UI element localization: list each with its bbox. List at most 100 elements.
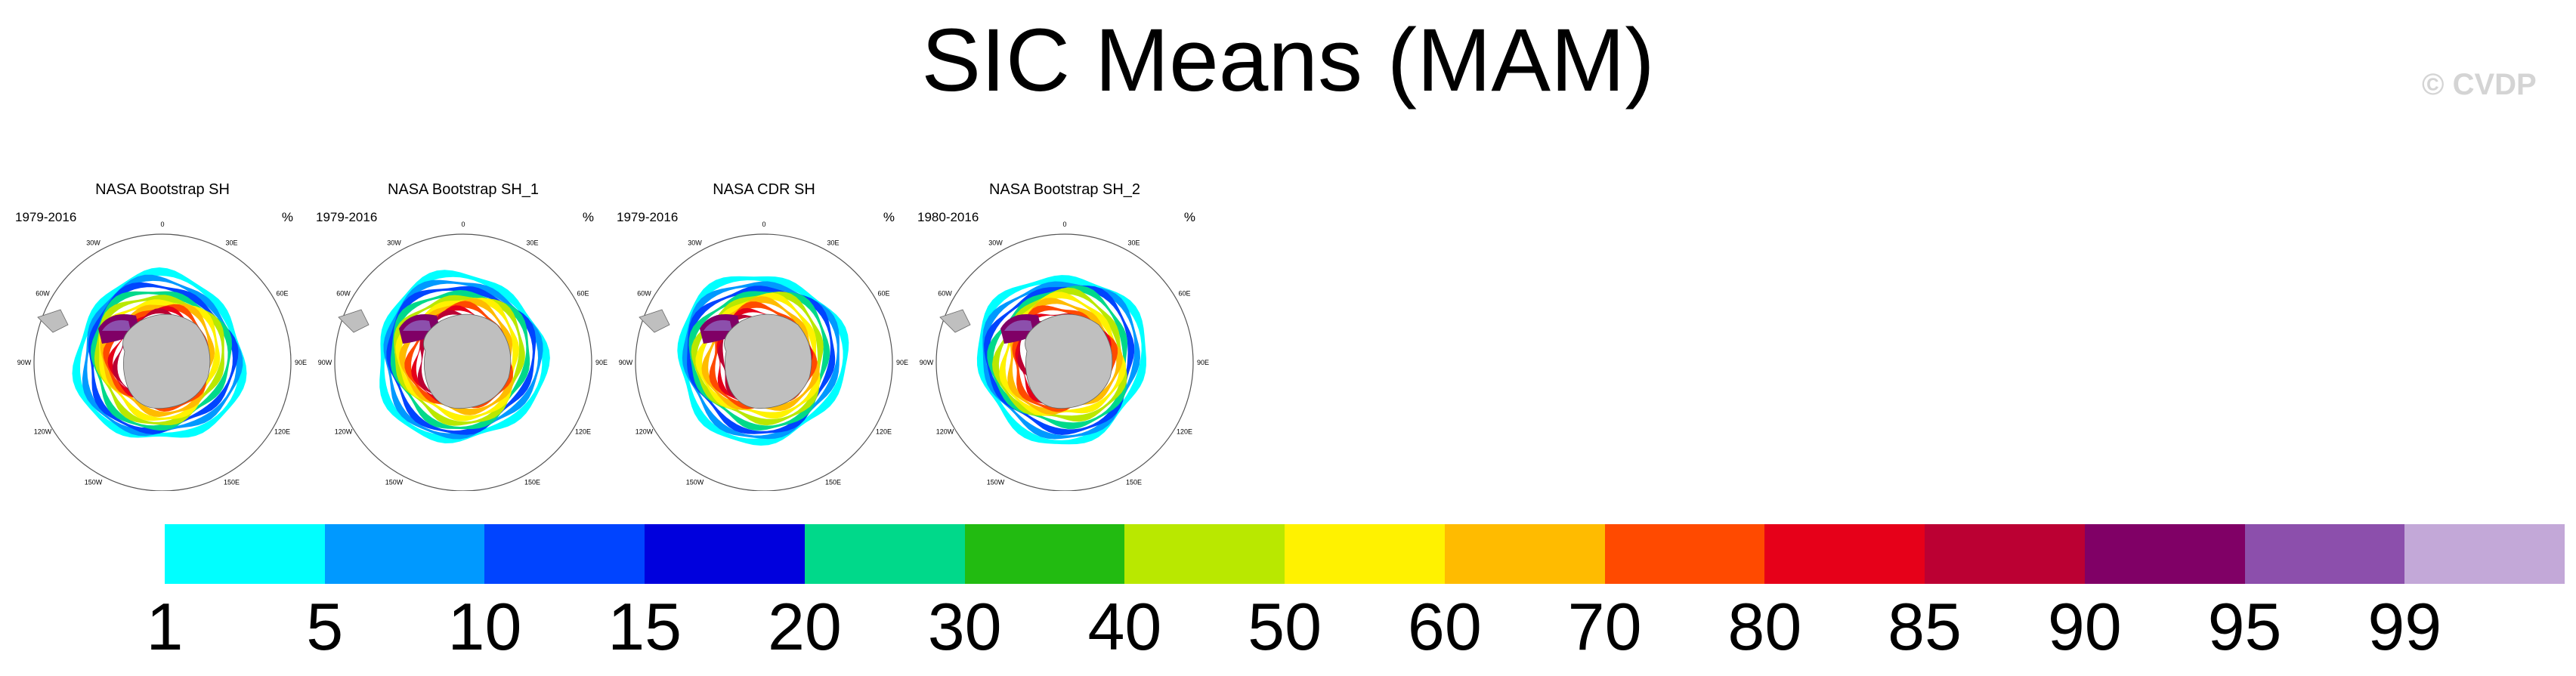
longitude-label: 90W xyxy=(17,359,32,366)
longitude-label: 150W xyxy=(686,479,704,486)
panel-title: NASA CDR SH xyxy=(713,181,815,198)
colorbar-box xyxy=(1444,524,1605,584)
panel-title: NASA Bootstrap SH xyxy=(95,181,230,198)
weddell-sea-ice-core xyxy=(704,319,732,331)
colorbar-box xyxy=(1764,524,1925,584)
colorbar-label: 90 xyxy=(2047,589,2122,664)
figure-title: SIC Means (MAM) xyxy=(921,11,1655,110)
longitude-label: 60E xyxy=(276,290,288,298)
longitude-label: 30E xyxy=(827,239,839,247)
colorbar-box xyxy=(1604,524,1765,584)
south-america-landmass xyxy=(639,309,670,333)
longitude-label: 120W xyxy=(335,428,353,436)
colorbar-label: 50 xyxy=(1248,589,1322,664)
longitude-label: 60E xyxy=(877,290,889,298)
panel-years: 1979-2016 xyxy=(316,210,378,224)
colorbar-label: 70 xyxy=(1567,589,1642,664)
south-america-landmass xyxy=(939,309,971,333)
longitude-label: 0 xyxy=(160,221,164,228)
longitude-label: 60E xyxy=(1178,290,1190,298)
colorbar-label: 60 xyxy=(1407,589,1482,664)
colorbar xyxy=(165,524,2565,584)
longitude-label: 90E xyxy=(295,359,307,366)
colorbar-label: 80 xyxy=(1727,589,1802,664)
colorbar-label: 10 xyxy=(447,589,522,664)
colorbar-box xyxy=(645,524,805,584)
panel-unit: % xyxy=(281,210,293,224)
longitude-label: 120E xyxy=(1177,428,1192,436)
panel-unit: % xyxy=(582,210,594,224)
longitude-label: 150W xyxy=(987,479,1005,486)
longitude-label: 0 xyxy=(461,221,465,228)
longitude-label: 120W xyxy=(34,428,52,436)
longitude-label: 30E xyxy=(526,239,538,247)
colorbar-label: 30 xyxy=(927,589,1002,664)
longitude-label: 60W xyxy=(938,290,952,298)
colorbar-label: 85 xyxy=(1888,589,1962,664)
longitude-label: 90W xyxy=(619,359,633,366)
antarctica-landmass xyxy=(724,313,812,409)
longitude-label: 60W xyxy=(637,290,651,298)
colorbar-box xyxy=(2084,524,2245,584)
polar-map: 030E60E90E120E150E180150W120W90W60W30W xyxy=(619,221,908,491)
weddell-sea-ice-core xyxy=(403,319,431,331)
colorbar-label: 5 xyxy=(306,589,344,664)
colorbar-box xyxy=(964,524,1125,584)
map-panel: NASA Bootstrap SH_1 1979-2016% 0 30E 60E 90E 1… xyxy=(316,174,611,491)
longitude-label: 30W xyxy=(387,239,401,247)
longitude-label: 90E xyxy=(1197,359,1209,366)
longitude-label: 30W xyxy=(86,239,101,247)
panel-unit: % xyxy=(1183,210,1195,224)
longitude-label: 150E xyxy=(825,479,841,486)
longitude-label: 150E xyxy=(524,479,540,486)
colorbar-box xyxy=(324,524,485,584)
panel-years: 1980-2016 xyxy=(917,210,979,224)
longitude-label: 90E xyxy=(896,359,908,366)
panel-title: NASA Bootstrap SH_2 xyxy=(988,181,1141,198)
panel-unit: % xyxy=(883,210,895,224)
longitude-label: 150E xyxy=(224,479,240,486)
panel-years: 1979-2016 xyxy=(15,210,77,224)
colorbar-label: 99 xyxy=(2367,589,2442,664)
colorbar-label: 20 xyxy=(767,589,842,664)
longitude-label: 60E xyxy=(577,290,589,298)
colorbar-box xyxy=(1285,524,1445,584)
weddell-sea-ice-core xyxy=(102,319,131,331)
colorbar-label: 1 xyxy=(146,589,184,664)
longitude-label: 30W xyxy=(988,239,1003,247)
longitude-label: 150W xyxy=(85,479,103,486)
colorbar-label: 40 xyxy=(1087,589,1162,664)
weddell-sea-ice-core xyxy=(1004,319,1033,331)
colorbar-box xyxy=(165,524,325,584)
longitude-label: 30E xyxy=(225,239,237,247)
longitude-label: 60W xyxy=(36,290,50,298)
map-panel: NASA Bootstrap SH 1979-2016% 0 30E 60E 90E 120… xyxy=(15,174,310,491)
longitude-label: 0 xyxy=(1062,221,1066,228)
longitude-label: 30E xyxy=(1127,239,1140,247)
longitude-label: 30W xyxy=(688,239,702,247)
colorbar-box xyxy=(1124,524,1285,584)
colorbar-box xyxy=(1925,524,2085,584)
longitude-label: 120E xyxy=(876,428,892,436)
polar-map: 030E60E90E120E150E180150W120W90W60W30W xyxy=(318,221,608,491)
colorbar-box xyxy=(2244,524,2405,584)
antarctica-landmass xyxy=(1025,313,1113,409)
antarctica-landmass xyxy=(122,313,211,409)
longitude-label: 120E xyxy=(575,428,591,436)
longitude-label: 90E xyxy=(595,359,608,366)
longitude-label: 120W xyxy=(936,428,954,436)
colorbar-box xyxy=(2404,524,2565,584)
colorbar-label: 15 xyxy=(608,589,682,664)
antarctica-landmass xyxy=(423,313,512,409)
colorbar-label: 95 xyxy=(2207,589,2282,664)
longitude-label: 150W xyxy=(385,479,404,486)
colorbar-box xyxy=(484,524,645,584)
panel-title: NASA Bootstrap SH_1 xyxy=(387,181,540,198)
south-america-landmass xyxy=(37,309,69,333)
map-panel: NASA Bootstrap SH_2 1980-2016% 0 30E 60E 90E 1… xyxy=(917,174,1212,491)
longitude-label: 0 xyxy=(762,221,765,228)
map-panel: NASA CDR SH 1979-2016% 0 30E 60E 90E 120E 150E 1… xyxy=(617,174,911,491)
colorbar-box xyxy=(804,524,965,584)
longitude-label: 60W xyxy=(336,290,351,298)
longitude-label: 150E xyxy=(1126,479,1142,486)
